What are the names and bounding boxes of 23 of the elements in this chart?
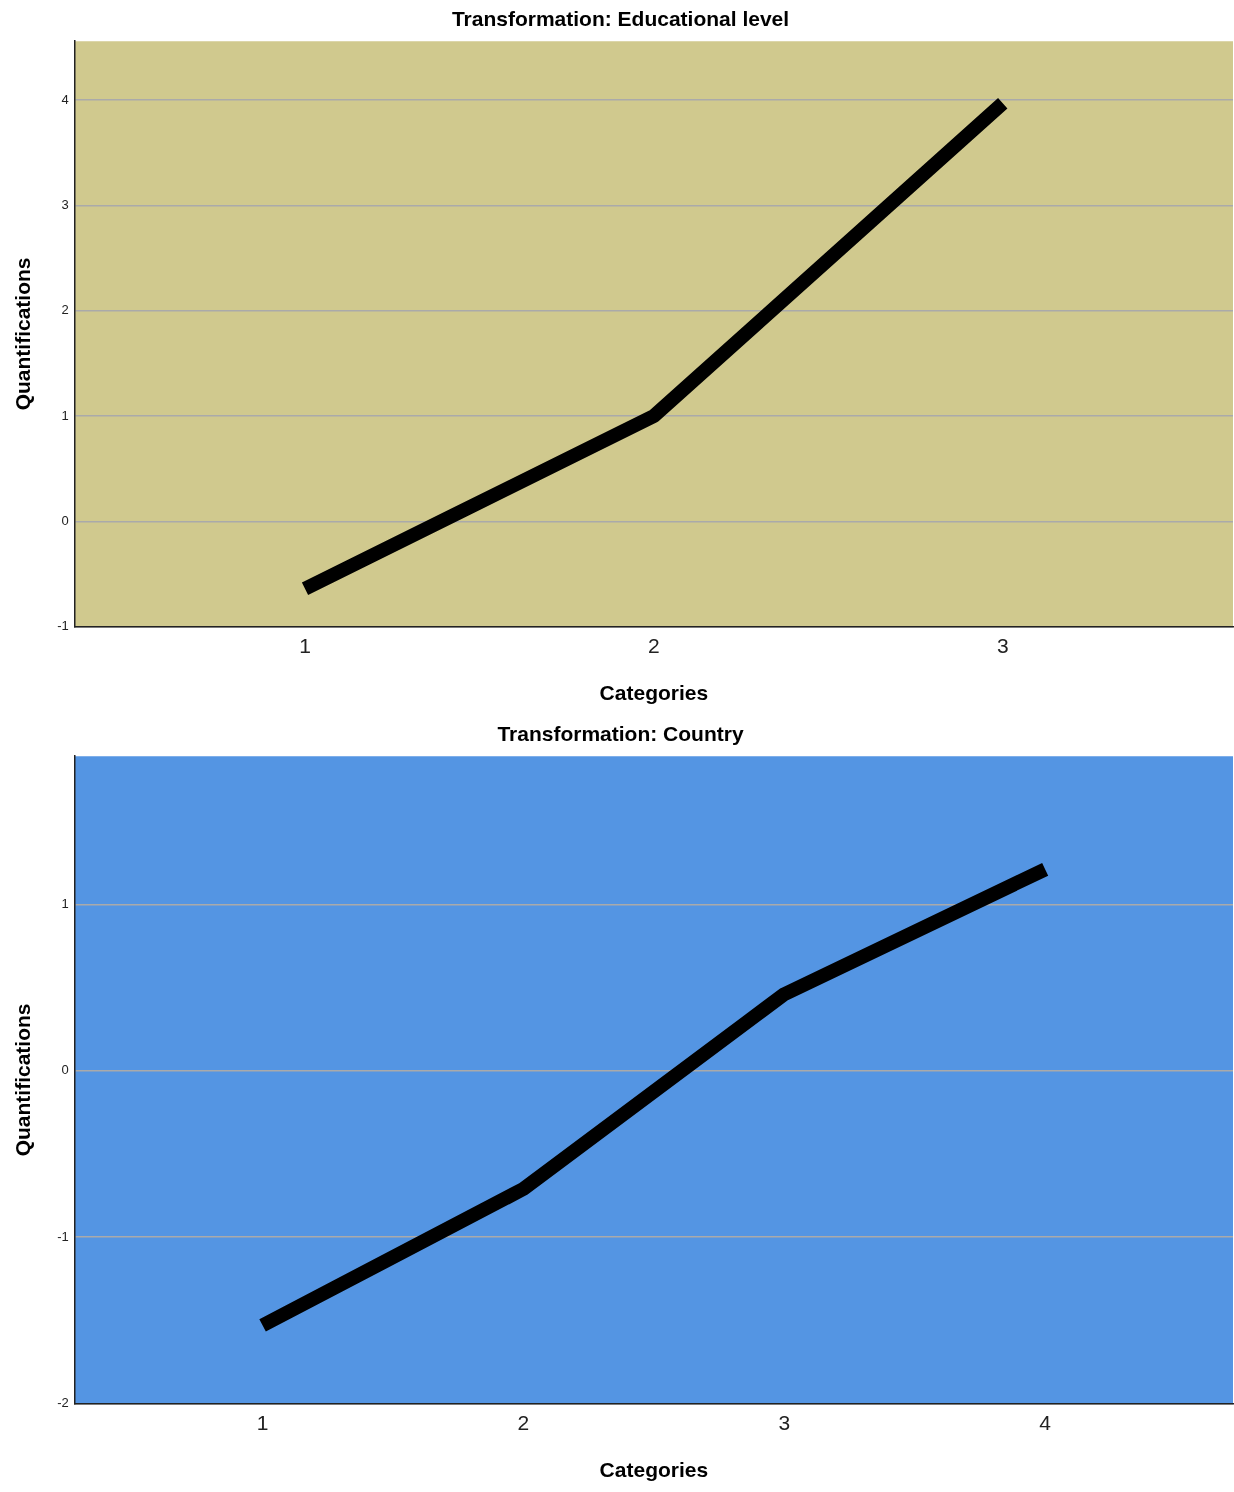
y-tick-label: 1	[61, 895, 69, 911]
x-tick-label: 1	[256, 1411, 269, 1434]
y-tick-label: 3	[61, 197, 69, 213]
chart-title: Transformation: Country	[497, 722, 744, 746]
x-tick-label: 3	[778, 1411, 791, 1434]
chart-title: Transformation: Educational level	[451, 7, 790, 31]
x-tick-label: 1	[299, 634, 311, 657]
y-tick-label: 2	[61, 302, 69, 318]
y-tick-label: 1	[61, 407, 69, 423]
x-axis-title: Categories	[599, 681, 709, 705]
x-axis-title: Categories	[599, 1458, 709, 1482]
y-tick-label: 0	[61, 1062, 69, 1078]
y-tick-label: -1	[57, 1228, 69, 1244]
y-tick-label: 0	[61, 512, 69, 528]
x-tick-label: 4	[1039, 1411, 1052, 1434]
y-tick-label: -1	[57, 618, 69, 634]
y-tick-label: 4	[61, 91, 69, 107]
x-tick-label: 2	[517, 1411, 530, 1434]
y-axis-title: Quantifications	[11, 1003, 35, 1157]
x-tick-label: 2	[648, 634, 660, 657]
y-tick-label: -2	[57, 1395, 69, 1411]
x-tick-label: 3	[996, 634, 1009, 657]
y-axis-title: Quantifications	[11, 257, 35, 411]
